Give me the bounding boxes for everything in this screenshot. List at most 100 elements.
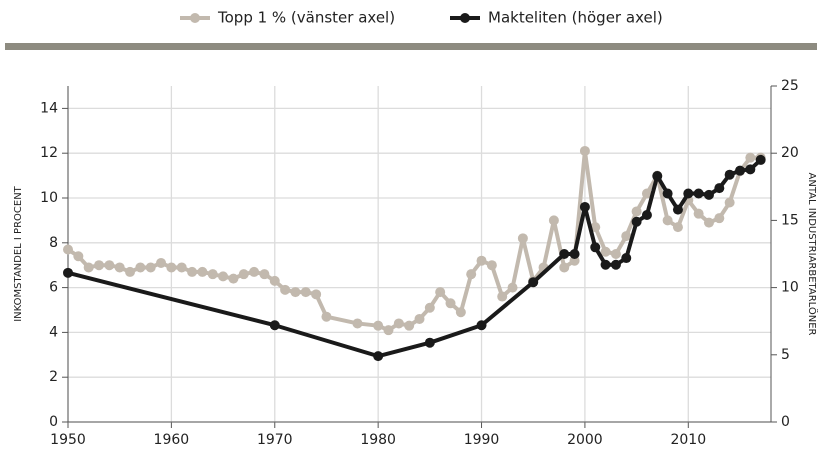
- point: [197, 266, 208, 277]
- point: [207, 269, 218, 280]
- point: [745, 164, 756, 175]
- point: [424, 302, 435, 313]
- point: [714, 183, 725, 194]
- point: [269, 275, 280, 286]
- point: [352, 318, 363, 329]
- point: [476, 255, 487, 266]
- point: [176, 262, 187, 273]
- point: [672, 204, 683, 215]
- point: [145, 262, 156, 273]
- point: [166, 262, 177, 273]
- point: [63, 244, 73, 255]
- point: [238, 269, 249, 280]
- separator: [5, 43, 817, 50]
- point: [652, 171, 663, 182]
- point: [724, 197, 735, 208]
- x-tick-label: 1960: [154, 432, 190, 448]
- x-tick-label: 1950: [50, 432, 86, 448]
- point: [693, 208, 704, 219]
- point: [466, 269, 477, 280]
- point: [94, 260, 105, 271]
- point: [559, 249, 570, 259]
- point: [218, 271, 229, 282]
- point: [703, 189, 714, 200]
- point: [600, 246, 611, 257]
- point: [290, 287, 301, 298]
- legend-swatch: [190, 13, 200, 23]
- point: [621, 231, 632, 242]
- point: [373, 351, 384, 362]
- point: [517, 233, 528, 244]
- point: [187, 266, 198, 277]
- point: [249, 266, 260, 277]
- x-tick-label: 1990: [464, 432, 500, 448]
- point: [641, 188, 652, 199]
- legend-label: Makteliten (höger axel): [488, 9, 663, 27]
- point: [135, 262, 146, 273]
- point: [528, 277, 539, 288]
- point: [455, 307, 466, 318]
- point: [321, 311, 332, 322]
- point: [373, 320, 384, 331]
- x-tick-label: 1970: [257, 432, 293, 448]
- point: [269, 320, 280, 331]
- y2-tick-label: 0: [781, 414, 790, 430]
- point: [569, 249, 580, 259]
- point: [300, 287, 311, 298]
- point: [104, 260, 115, 271]
- point: [424, 337, 435, 348]
- point: [714, 213, 725, 224]
- point: [579, 201, 590, 212]
- point: [559, 262, 570, 273]
- y-tick-label: 8: [49, 235, 58, 251]
- y-tick-label: 0: [49, 414, 58, 430]
- point: [724, 169, 735, 180]
- x-tick-label: 2010: [670, 432, 706, 448]
- x-tick-label: 1980: [360, 432, 396, 448]
- point: [590, 242, 601, 253]
- point: [755, 154, 766, 165]
- point: [414, 313, 425, 324]
- point: [745, 152, 756, 163]
- point: [114, 262, 125, 273]
- y2-tick-label: 20: [781, 145, 799, 161]
- y2-tick-label: 10: [781, 280, 799, 296]
- point: [672, 222, 683, 233]
- point: [486, 260, 497, 271]
- y2-tick-label: 5: [781, 347, 790, 363]
- point: [641, 210, 652, 221]
- point: [393, 318, 404, 329]
- y-tick-label: 4: [49, 324, 58, 340]
- y-tick-label: 6: [49, 280, 58, 296]
- y-tick-label: 14: [40, 100, 58, 116]
- point: [83, 262, 94, 273]
- point: [693, 188, 704, 199]
- point: [311, 289, 322, 300]
- point: [703, 217, 714, 228]
- legend-swatch: [460, 13, 470, 23]
- y-tick-label: 2: [49, 369, 58, 385]
- point: [579, 145, 590, 156]
- point: [445, 298, 456, 309]
- point: [734, 165, 745, 176]
- y-tick-label: 10: [40, 190, 58, 206]
- point: [383, 325, 394, 336]
- point: [435, 287, 446, 298]
- y-axis-label: INKOMSTANDEL I PROCENT: [13, 185, 24, 321]
- point: [228, 273, 239, 284]
- point: [600, 259, 611, 270]
- point: [156, 257, 167, 268]
- y2-axis-label: ANTAL INDUSTRIARBETARLÖNER: [806, 173, 819, 336]
- point: [259, 269, 270, 280]
- point: [63, 267, 73, 278]
- y-tick-label: 12: [40, 145, 58, 161]
- y2-tick-label: 25: [781, 78, 799, 94]
- point: [507, 282, 518, 293]
- point: [610, 259, 621, 270]
- x-tick-label: 2000: [567, 432, 603, 448]
- point: [548, 215, 559, 226]
- point: [683, 188, 694, 199]
- point: [621, 253, 632, 264]
- point: [631, 206, 642, 217]
- point: [662, 188, 673, 199]
